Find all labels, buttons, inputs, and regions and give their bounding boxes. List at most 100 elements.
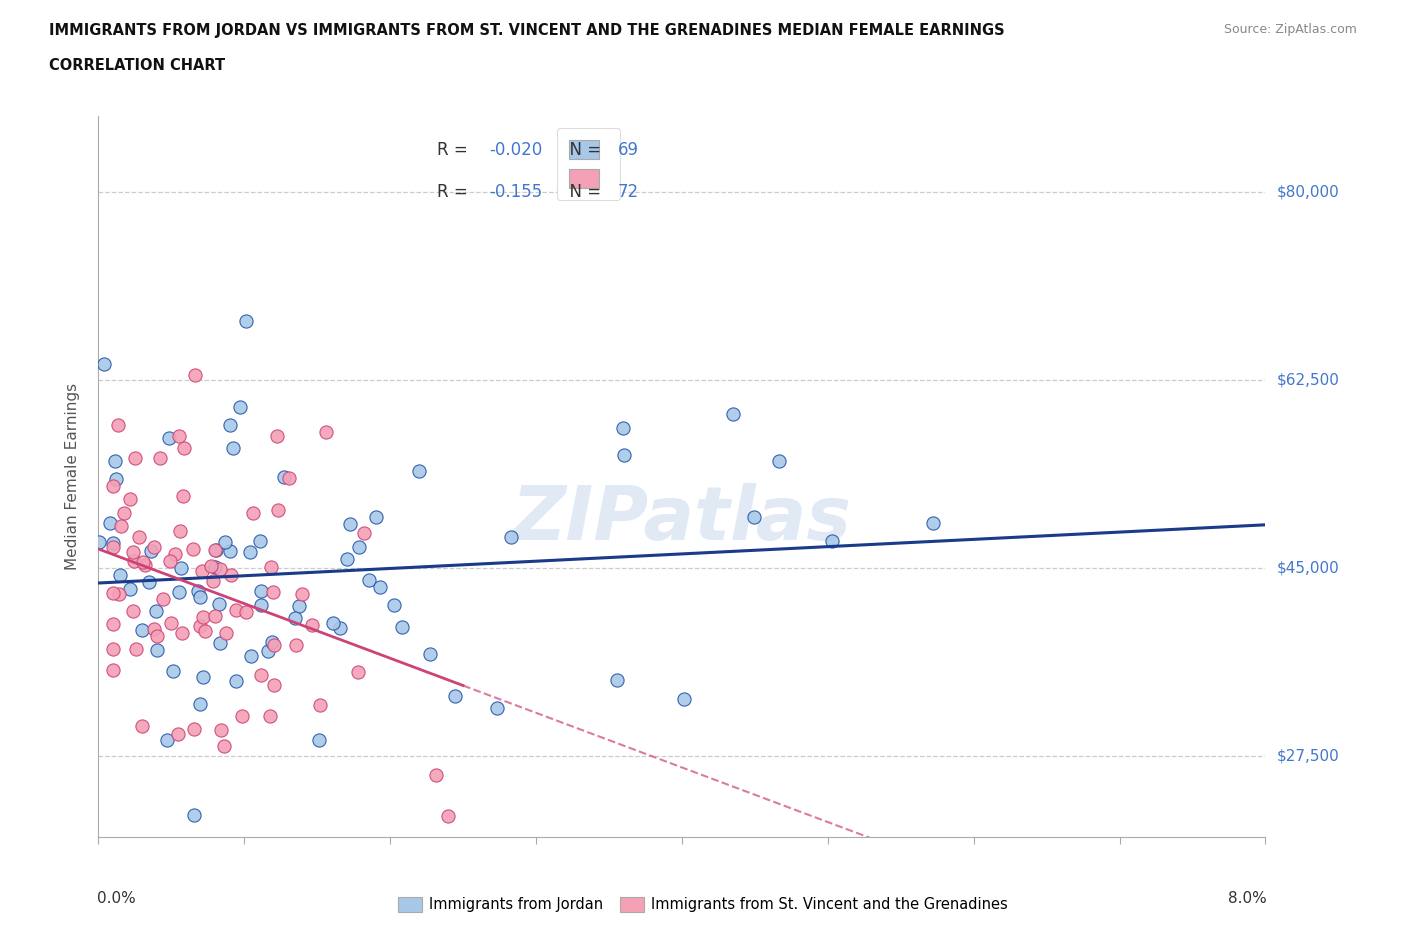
Text: $27,500: $27,500 — [1277, 749, 1340, 764]
Point — [145, 604, 167, 618]
Text: ZIPatlas: ZIPatlas — [512, 484, 852, 556]
Point — [187, 584, 209, 599]
Point — [821, 534, 844, 549]
Point — [108, 567, 131, 582]
Point — [159, 616, 181, 631]
Point — [215, 625, 238, 640]
Point — [156, 733, 179, 748]
Point — [93, 356, 115, 371]
Point — [229, 399, 252, 414]
Point — [436, 809, 458, 824]
Point — [124, 642, 146, 657]
Point — [368, 579, 391, 594]
Point — [183, 542, 205, 557]
Point — [134, 557, 156, 572]
Point — [249, 598, 271, 613]
Point — [231, 709, 253, 724]
Point — [143, 539, 166, 554]
Text: 0.0%: 0.0% — [97, 891, 136, 906]
Point — [301, 618, 323, 632]
Point — [146, 643, 169, 658]
Point — [183, 367, 205, 382]
Point — [443, 688, 465, 703]
Point — [239, 544, 262, 559]
Point — [353, 525, 375, 540]
Point — [163, 547, 186, 562]
Point — [188, 590, 211, 604]
Point — [308, 733, 330, 748]
Point — [339, 516, 361, 531]
Point — [419, 646, 441, 661]
Point — [322, 616, 344, 631]
Point — [146, 628, 169, 643]
Point — [214, 535, 236, 550]
Point — [204, 543, 226, 558]
Point — [194, 624, 217, 639]
Y-axis label: Median Female Earnings: Median Female Earnings — [65, 383, 80, 570]
Point — [284, 611, 307, 626]
Point — [188, 698, 211, 712]
Point — [235, 313, 257, 328]
Point — [131, 623, 153, 638]
Point — [219, 418, 242, 432]
Point — [173, 440, 195, 455]
Point — [104, 472, 127, 486]
Text: -0.155: -0.155 — [489, 183, 543, 201]
Point — [212, 738, 235, 753]
Point — [204, 542, 226, 557]
Point — [284, 638, 307, 653]
Point — [183, 722, 205, 737]
Point — [166, 726, 188, 741]
Point — [382, 597, 405, 612]
Point — [309, 698, 332, 712]
Point — [167, 429, 190, 444]
Point — [347, 539, 370, 554]
Point — [922, 515, 945, 530]
Point — [606, 672, 628, 687]
Point — [485, 700, 508, 715]
Point — [167, 584, 190, 599]
Point — [723, 406, 745, 421]
Text: R =: R = — [437, 141, 472, 159]
Text: $45,000: $45,000 — [1277, 561, 1340, 576]
Point — [366, 510, 388, 525]
Point — [267, 502, 290, 517]
Point — [191, 609, 214, 624]
Point — [612, 420, 634, 435]
Point — [266, 429, 288, 444]
Point — [157, 431, 180, 445]
Text: -0.020: -0.020 — [489, 141, 543, 159]
Point — [239, 648, 262, 663]
Point — [169, 523, 191, 538]
Legend: , : , — [557, 128, 620, 200]
Text: $62,500: $62,500 — [1277, 372, 1340, 387]
Point — [225, 673, 247, 688]
Point — [408, 463, 430, 478]
Point — [250, 584, 273, 599]
Text: 69: 69 — [617, 141, 638, 159]
Point — [744, 510, 766, 525]
Point — [235, 604, 257, 619]
Point — [112, 505, 135, 520]
Point — [101, 617, 124, 631]
Point — [225, 603, 247, 618]
Legend: Immigrants from Jordan, Immigrants from St. Vincent and the Grenadines: Immigrants from Jordan, Immigrants from … — [392, 891, 1014, 918]
Point — [260, 560, 283, 575]
Point — [346, 665, 368, 680]
Point — [183, 808, 205, 823]
Point — [291, 587, 314, 602]
Text: 72: 72 — [617, 183, 638, 201]
Point — [128, 529, 150, 544]
Point — [87, 535, 110, 550]
Point — [262, 634, 284, 649]
Point — [124, 451, 146, 466]
Point — [101, 479, 124, 494]
Point — [288, 598, 311, 613]
Point — [107, 418, 129, 432]
Point — [263, 678, 285, 693]
Text: R =: R = — [437, 183, 472, 201]
Point — [273, 469, 295, 484]
Point — [104, 454, 127, 469]
Point — [204, 560, 226, 575]
Point — [101, 663, 124, 678]
